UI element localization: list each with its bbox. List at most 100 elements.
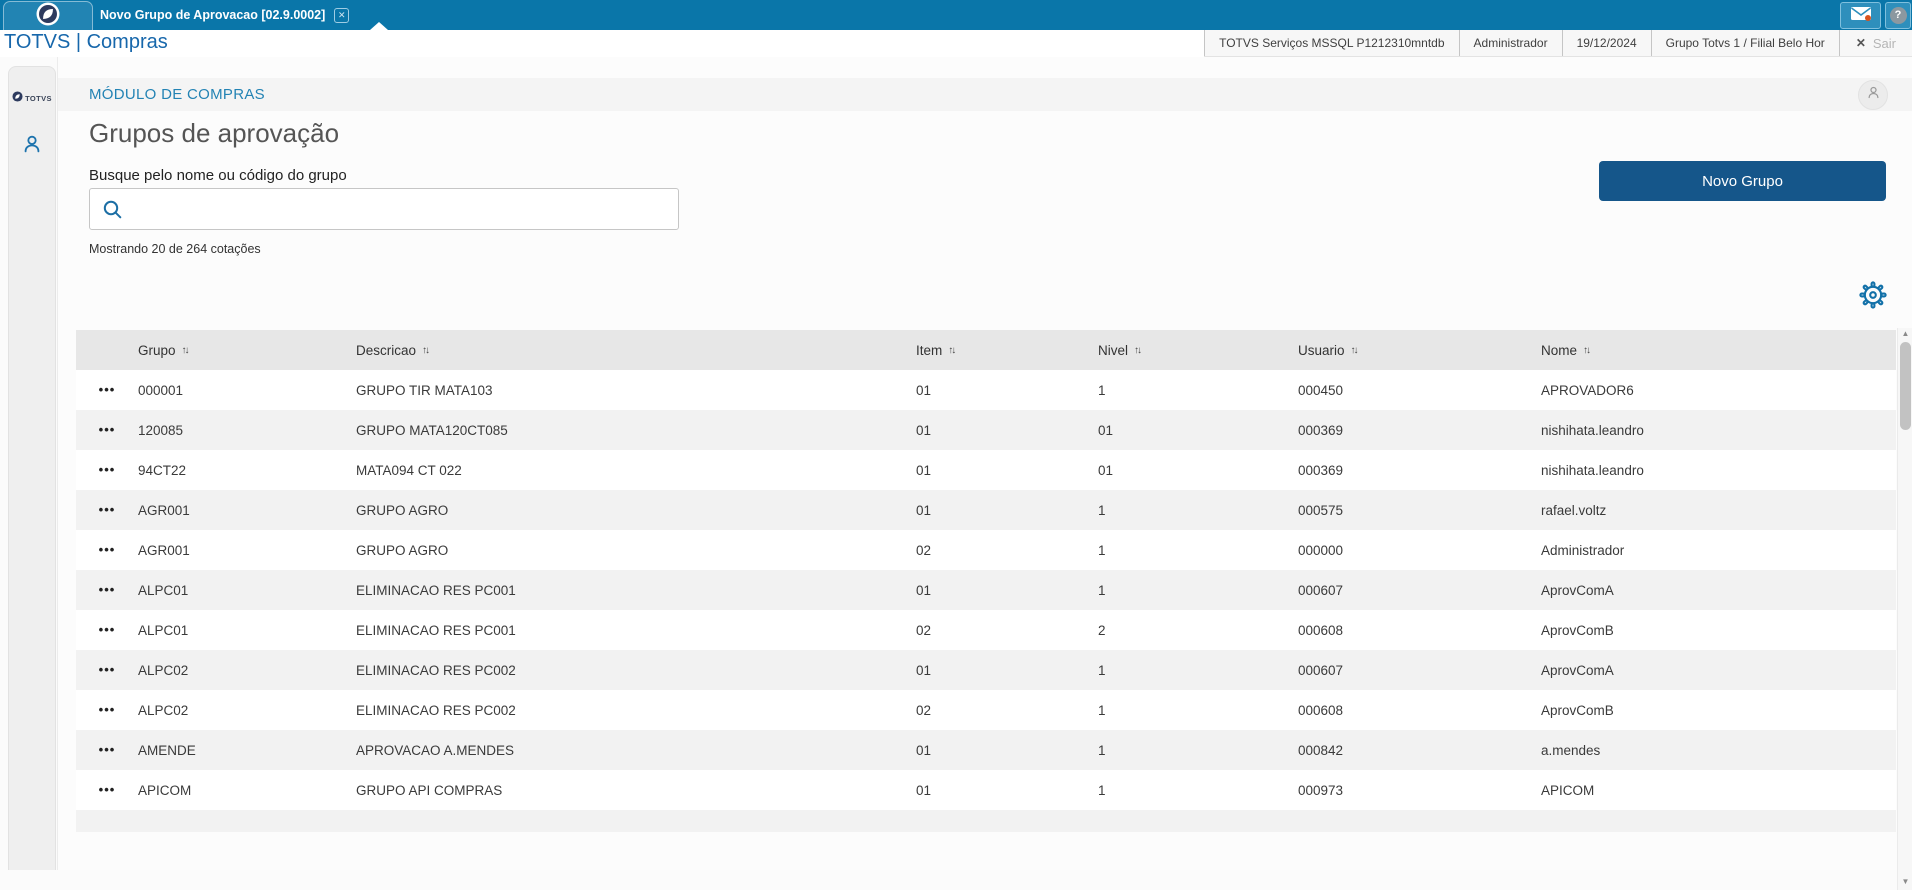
table-row[interactable]: ••• ALPC02 ELIMINACAO RES PC002 01 1 000… (76, 650, 1896, 690)
logout-x-icon: ✕ (1855, 36, 1866, 50)
cell-nivel: 1 (1098, 662, 1106, 678)
cell-grupo: APICOM (138, 782, 192, 798)
row-menu-icon[interactable]: ••• (98, 462, 116, 477)
column-header[interactable]: Descricao ↑↓ (356, 342, 430, 358)
row-menu-icon[interactable]: ••• (98, 542, 116, 557)
active-tab-arrow (370, 22, 388, 30)
new-group-button[interactable]: Novo Grupo (1599, 161, 1886, 201)
cell-grupo: AGR001 (138, 502, 190, 518)
sort-icon[interactable]: ↑↓ (181, 344, 190, 356)
column-header[interactable]: Item ↑↓ (916, 342, 956, 358)
search-label: Busque pelo nome ou código do grupo (89, 167, 347, 184)
row-menu-icon[interactable]: ••• (98, 422, 116, 437)
table-row[interactable]: ••• ALPC01 ELIMINACAO RES PC001 02 2 000… (76, 610, 1896, 650)
column-header[interactable]: Nivel ↑↓ (1098, 342, 1142, 358)
totvs-home-tab[interactable] (3, 1, 93, 30)
cell-item: 01 (916, 382, 932, 398)
cell-item: 01 (916, 422, 932, 438)
user-icon (21, 135, 43, 159)
sort-icon[interactable]: ↑↓ (1583, 344, 1591, 356)
column-header[interactable]: Nome ↑↓ (1541, 342, 1591, 358)
cell-descricao: ELIMINACAO RES PC001 (356, 582, 516, 598)
cell-nome: a.mendes (1541, 742, 1601, 758)
search-input[interactable] (133, 189, 678, 229)
cell-nivel: 01 (1098, 422, 1114, 438)
cell-descricao: GRUPO AGRO (356, 502, 449, 518)
cell-usuario: 000000 (1298, 542, 1344, 558)
table-row[interactable]: ••• 94CT22 MATA094 CT 022 01 01 000369 n… (76, 450, 1896, 490)
cell-usuario: 000608 (1298, 702, 1344, 718)
row-menu-icon[interactable]: ••• (98, 742, 116, 757)
table-row[interactable]: ••• AMENDE APROVACAO A.MENDES 01 1 00084… (76, 730, 1896, 770)
cell-nome: AprovComA (1541, 582, 1614, 598)
help-button[interactable]: ? (1885, 2, 1911, 29)
cell-nivel: 1 (1098, 542, 1106, 558)
row-menu-icon[interactable]: ••• (98, 782, 116, 797)
table-row[interactable]: ••• ALPC01 ELIMINACAO RES PC001 01 1 000… (76, 570, 1896, 610)
row-menu-icon[interactable]: ••• (98, 662, 116, 677)
scroll-up-icon[interactable]: ▲ (1901, 329, 1910, 338)
cell-descricao: ELIMINACAO RES PC002 (356, 702, 516, 718)
open-program-tab[interactable]: Novo Grupo de Aprovacao [02.9.0002] ✕ (100, 0, 350, 30)
sort-icon[interactable]: ↑↓ (948, 344, 956, 356)
cell-usuario: 000450 (1298, 382, 1344, 398)
search-box (89, 188, 679, 230)
sidebar-item-approval-groups[interactable] (21, 133, 43, 160)
approval-groups-table: Grupo ↑↓ Descricao ↑↓ Item ↑↓ Nivel ↑↓ (76, 330, 1896, 832)
row-menu-icon[interactable]: ••• (98, 382, 116, 397)
row-menu-icon[interactable]: ••• (98, 622, 116, 637)
cell-descricao: MATA094 CT 022 (356, 462, 462, 478)
cell-usuario: 000369 (1298, 422, 1344, 438)
cell-descricao: GRUPO TIR MATA103 (356, 382, 493, 398)
cell-usuario: 000369 (1298, 462, 1344, 478)
column-header[interactable]: Grupo ↑↓ (138, 342, 190, 358)
close-tab-icon[interactable]: ✕ (334, 7, 350, 23)
cell-nome: Administrador (1541, 542, 1625, 558)
sidebar-totvs-logo[interactable]: TOTVS (12, 89, 52, 107)
table-row[interactable]: ••• AGR001 GRUPO AGRO 02 1 000000 Admini… (76, 530, 1896, 570)
cell-nivel: 1 (1098, 702, 1106, 718)
table-row[interactable]: ••• APICOM GRUPO API COMPRAS 01 1 000973… (76, 770, 1896, 810)
cell-grupo: 120085 (138, 422, 184, 438)
table-settings-button[interactable] (1859, 281, 1887, 309)
cell-nome: nishihata.leandro (1541, 422, 1644, 438)
cell-grupo: AMENDE (138, 742, 196, 758)
user-avatar-button[interactable] (1858, 80, 1888, 110)
sort-icon[interactable]: ↑↓ (1350, 344, 1359, 356)
row-menu-icon[interactable]: ••• (98, 702, 116, 717)
cell-usuario: 000842 (1298, 742, 1344, 758)
cell-item: 01 (916, 782, 932, 798)
cell-nome: nishihata.leandro (1541, 462, 1644, 478)
cell-nome: AprovComA (1541, 662, 1614, 678)
logout-label: Sair (1872, 35, 1896, 51)
row-menu-icon[interactable]: ••• (98, 502, 116, 517)
cell-grupo: ALPC01 (138, 622, 189, 638)
row-menu-icon[interactable]: ••• (98, 582, 116, 597)
table-row[interactable]: ••• 120085 GRUPO MATA120CT085 01 01 0003… (76, 410, 1896, 450)
status-segment: 19/12/2024 (1561, 30, 1651, 56)
cell-usuario: 000575 (1298, 502, 1344, 518)
cell-grupo: ALPC02 (138, 702, 189, 718)
cell-usuario: 000973 (1298, 782, 1344, 798)
table-scrollbar[interactable]: ▲ ▼ (1897, 328, 1912, 890)
totvs-logo-icon (36, 2, 60, 31)
logout-button[interactable]: ✕ Sair (1838, 30, 1912, 56)
cell-descricao: GRUPO AGRO (356, 542, 449, 558)
table-row[interactable]: ••• AGR001 GRUPO AGRO 01 1 000575 rafael… (76, 490, 1896, 530)
sort-icon[interactable]: ↑↓ (422, 344, 430, 356)
cell-nome: rafael.voltz (1541, 502, 1607, 518)
tab-title: Novo Grupo de Aprovacao [02.9.0002] (100, 8, 326, 22)
search-icon (102, 199, 123, 220)
cell-item: 01 (916, 462, 932, 478)
table-row[interactable]: ••• ALPC02 ELIMINACAO RES PC002 02 1 000… (76, 690, 1896, 730)
table-row[interactable]: ••• 000001 GRUPO TIR MATA103 01 1 000450… (76, 370, 1896, 410)
sort-icon[interactable]: ↑↓ (1134, 344, 1142, 356)
header-row: TOTVS | Compras TOTVS Serviços MSSQL P12… (0, 30, 1912, 57)
notifications-button[interactable] (1840, 2, 1881, 29)
scrollbar-thumb[interactable] (1900, 342, 1911, 430)
cell-usuario: 000607 (1298, 662, 1344, 678)
column-header[interactable]: Usuario ↑↓ (1298, 342, 1359, 358)
cell-usuario: 000608 (1298, 622, 1344, 638)
mail-icon (1850, 5, 1872, 27)
scroll-down-icon[interactable]: ▼ (1901, 877, 1910, 886)
